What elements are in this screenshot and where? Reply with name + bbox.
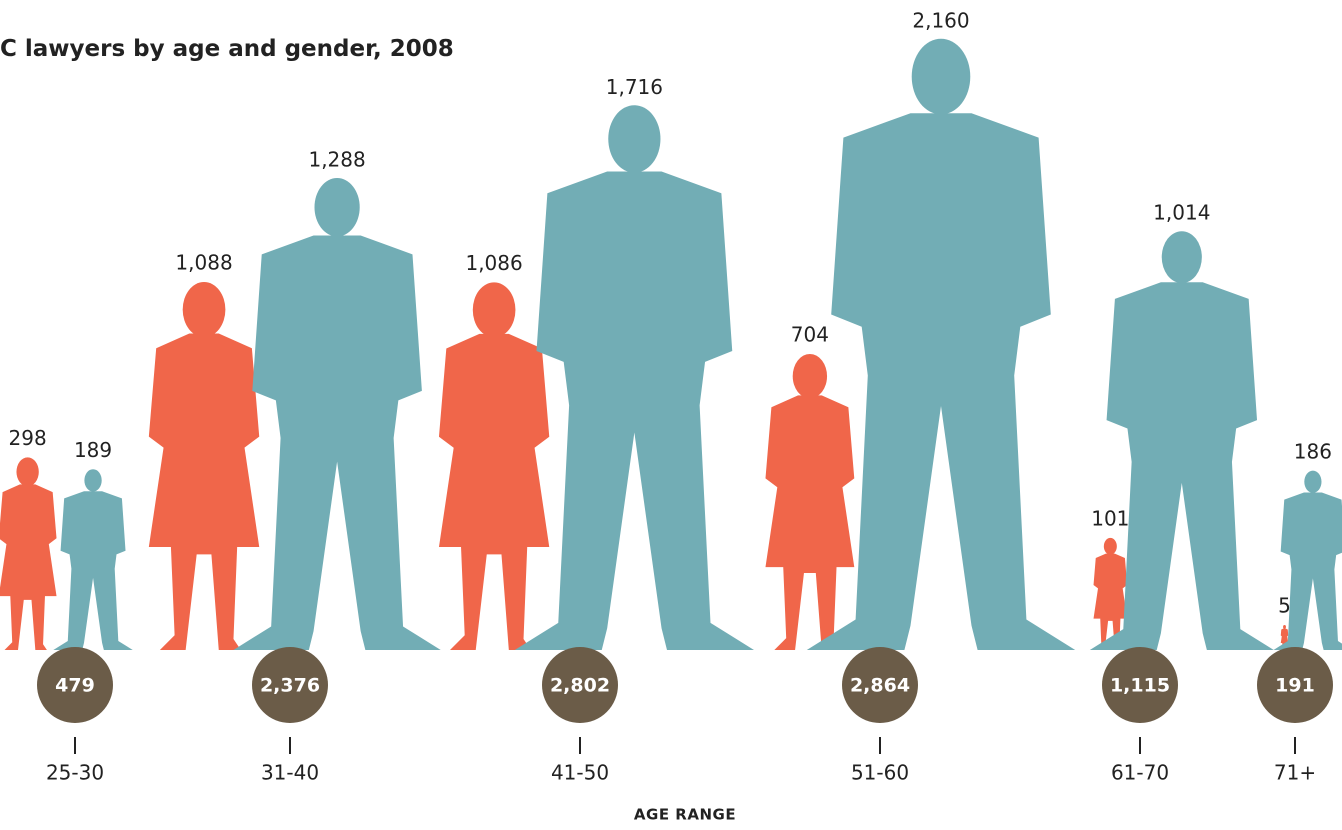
figure-head: [314, 178, 360, 237]
woman-figure: [765, 353, 855, 650]
total-label: 191: [1275, 675, 1315, 697]
total-label: 2,864: [850, 675, 910, 697]
value-label: 1,716: [606, 75, 663, 99]
figure-body: [806, 113, 1076, 650]
figure-head: [16, 457, 39, 487]
x-tick-label: 41-50: [551, 761, 609, 785]
value-label: 1,288: [308, 147, 365, 171]
figure-body: [765, 395, 855, 650]
man-figure: [806, 38, 1076, 650]
total-circle: [842, 647, 918, 723]
man-figure: [233, 178, 441, 650]
figure-head: [608, 105, 661, 173]
value-label: 1,086: [465, 251, 522, 275]
x-tick-label: 71+: [1274, 761, 1316, 785]
value-label: 704: [791, 322, 829, 346]
figure-head: [84, 469, 102, 492]
woman-figure: [148, 282, 260, 650]
total-circle: [542, 647, 618, 723]
total-circle: [37, 647, 113, 723]
total-circle: [1102, 647, 1178, 723]
woman-figure: [0, 457, 57, 650]
woman-figure: [438, 282, 550, 650]
value-label: 5: [1278, 594, 1291, 618]
total-circle: [252, 647, 328, 723]
x-tick-label: 61-70: [1111, 761, 1169, 785]
figure-head: [1283, 625, 1286, 629]
x-tick-label: 51-60: [851, 761, 909, 785]
figure-head: [182, 282, 226, 338]
total-label: 2,376: [260, 675, 320, 697]
total-label: 1,115: [1110, 675, 1170, 697]
figure-body: [233, 235, 441, 650]
value-label: 298: [9, 426, 47, 450]
man-figure: [53, 469, 133, 650]
x-axis-label: AGE RANGE: [634, 806, 736, 824]
figure-head: [792, 353, 828, 399]
figure-head: [911, 38, 971, 115]
figure-head: [1161, 231, 1202, 284]
total-label: 2,802: [550, 675, 610, 697]
woman-figure: [1093, 537, 1128, 650]
figure-head: [1304, 470, 1322, 493]
total-label: 479: [55, 675, 95, 697]
man-figure: [1273, 470, 1342, 651]
value-label: 1,088: [175, 251, 232, 275]
value-label: 186: [1294, 439, 1332, 463]
figure-head: [1103, 537, 1117, 555]
figure-body: [514, 171, 754, 650]
figure-body: [148, 333, 260, 650]
figure-body: [1093, 553, 1128, 650]
figure-body: [0, 484, 57, 650]
man-figure: [514, 105, 754, 650]
figure-body: [1273, 492, 1342, 651]
x-tick-label: 31-40: [261, 761, 319, 785]
figure-body: [53, 491, 133, 650]
figure-head: [472, 282, 516, 338]
chart-title: C lawyers by age and gender, 2008: [0, 36, 454, 62]
value-label: 2,160: [912, 9, 969, 33]
value-label: 189: [74, 438, 112, 462]
figure-body: [1089, 282, 1274, 650]
x-tick-label: 25-30: [46, 761, 104, 785]
figure-body: [438, 333, 550, 650]
man-figure: [1089, 231, 1274, 650]
value-label: 1,014: [1153, 201, 1210, 225]
total-circle: [1257, 647, 1333, 723]
value-label: 101: [1091, 506, 1129, 530]
